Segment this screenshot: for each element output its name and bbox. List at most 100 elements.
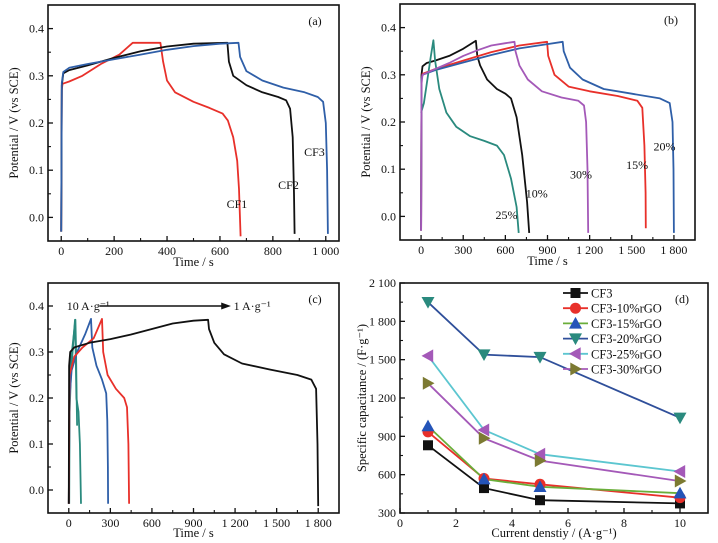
y-axis-title: Potential / V (vs SCE) bbox=[7, 67, 21, 178]
series-label: CF3 bbox=[304, 145, 325, 159]
marker-triangle-left bbox=[569, 347, 581, 361]
marker-triangle-up bbox=[477, 472, 491, 485]
marker-square bbox=[423, 440, 433, 451]
marker-square bbox=[675, 498, 685, 509]
x-axis-title: Time / s bbox=[527, 254, 568, 268]
series-line-20- bbox=[420, 40, 675, 233]
x-tick-label: 800 bbox=[264, 244, 282, 258]
series-label: CF1 bbox=[227, 197, 248, 211]
series-line-1-a-g- bbox=[67, 318, 320, 507]
panel-label: (d) bbox=[675, 292, 689, 306]
legend-entry-label: CF3-30%rGO bbox=[591, 363, 662, 377]
marker-square bbox=[570, 288, 581, 298]
x-tick-label: 10 bbox=[674, 516, 686, 530]
marker-triangle-up bbox=[421, 419, 435, 432]
x-axis-title: Current denstiy / (A·g⁻¹) bbox=[491, 526, 616, 540]
marker-triangle-right bbox=[478, 431, 491, 445]
x-tick-label: 6 bbox=[565, 516, 571, 530]
x-tick-label: 900 bbox=[185, 516, 203, 530]
series-line-10- bbox=[420, 39, 531, 233]
series-line-15- bbox=[420, 40, 647, 231]
plot-frame bbox=[47, 4, 340, 242]
x-tick-label: 1 200 bbox=[576, 243, 603, 257]
x-tick-label: 1 500 bbox=[618, 243, 645, 257]
marker-triangle-down bbox=[421, 296, 435, 309]
x-tick-label: 1 500 bbox=[263, 516, 290, 530]
y-tick-label: 0.1 bbox=[29, 163, 44, 177]
x-tick-label: 600 bbox=[211, 244, 229, 258]
y-tick-label: 1 800 bbox=[369, 314, 396, 328]
marker-triangle-right bbox=[570, 362, 582, 376]
x-tick-label: 1 200 bbox=[222, 516, 249, 530]
y-tick-label: 0.3 bbox=[381, 68, 396, 82]
marker-triangle-left bbox=[673, 464, 686, 478]
series-line-cf3-15-rgo bbox=[427, 425, 681, 495]
plot-area-c: 10 A·g⁻¹ 1 A·g⁻¹ bbox=[67, 299, 320, 507]
panel-label: (a) bbox=[308, 14, 321, 28]
x-tick-label: 0 bbox=[418, 243, 424, 257]
x-tick-label: 0 bbox=[66, 516, 72, 530]
marker-circle bbox=[570, 302, 581, 314]
y-tick-label: 600 bbox=[378, 468, 396, 482]
series-line-cf1 bbox=[60, 41, 242, 237]
y-tick-label: 0.4 bbox=[29, 299, 44, 313]
legend-entry-label: CF3-25%rGO bbox=[591, 347, 662, 361]
marker-square bbox=[479, 483, 489, 494]
x-tick-label: 0 bbox=[397, 516, 403, 530]
x-tick-label: 600 bbox=[143, 516, 161, 530]
annotation-from-label: 10 A·g⁻¹ bbox=[67, 299, 110, 313]
legend-entry-label: CF3-10%rGO bbox=[591, 302, 662, 316]
x-tick-label: 1 000 bbox=[312, 244, 339, 258]
y-tick-label: 1 500 bbox=[369, 353, 396, 367]
y-tick-label: 1 200 bbox=[369, 391, 396, 405]
y-tick-label: 0.2 bbox=[381, 115, 396, 129]
series-line-cf3 bbox=[60, 41, 329, 234]
plot-area-b: 10% 15% 20% 25% 30% bbox=[420, 39, 676, 233]
series-line-25- bbox=[420, 39, 520, 233]
series-line-cf3-20-rgo bbox=[427, 301, 681, 419]
legend-entry-label: CF3 bbox=[591, 287, 613, 301]
y-tick-label: 0.3 bbox=[29, 69, 44, 83]
y-tick-label: 0.1 bbox=[381, 162, 396, 176]
y-tick-label: 0.0 bbox=[381, 209, 396, 223]
marker-triangle-down bbox=[477, 349, 491, 362]
y-tick-label: 900 bbox=[378, 429, 396, 443]
x-tick-label: 0 bbox=[58, 244, 64, 258]
legend: CF3CF3-10%rGOCF3-15%rGOCF3-20%rGOCF3-25%… bbox=[563, 287, 662, 377]
series-line-cf3-25-rgo bbox=[427, 355, 681, 473]
marker-triangle-up bbox=[569, 316, 582, 329]
series-label: 15% bbox=[626, 158, 648, 172]
marker-triangle-right bbox=[534, 454, 547, 468]
series-line-3-a-g- bbox=[67, 318, 130, 504]
marker-triangle-down bbox=[673, 412, 687, 425]
y-tick-label: 0.0 bbox=[29, 483, 44, 497]
marker-square bbox=[535, 495, 545, 506]
annotation-to-label: 1 A·g⁻¹ bbox=[234, 299, 271, 313]
series-line-30- bbox=[420, 40, 590, 233]
series-label: 30% bbox=[570, 168, 592, 182]
y-tick-label: 2 100 bbox=[369, 276, 396, 290]
x-tick-label: 1 800 bbox=[660, 243, 687, 257]
y-tick-label: 0.2 bbox=[29, 391, 44, 405]
panel-c: 10 A·g⁻¹ 1 A·g⁻¹ 0 300 600 900 1 200 1 500 1 800… bbox=[7, 282, 340, 540]
panel-d: CF3CF3-10%rGOCF3-15%rGOCF3-20%rGOCF3-25%… bbox=[355, 276, 709, 540]
y-tick-label: 0.4 bbox=[381, 21, 396, 35]
plot-area-a: CF1 CF2 CF3 bbox=[60, 41, 329, 237]
y-tick-label: 0.1 bbox=[29, 437, 44, 451]
series-label: 10% bbox=[526, 187, 548, 201]
marker-triangle-right bbox=[422, 376, 435, 390]
marker-triangle-left bbox=[477, 423, 490, 437]
y-tick-label: 0.3 bbox=[29, 345, 44, 359]
panel-label: (b) bbox=[664, 13, 678, 27]
plot-frame bbox=[399, 3, 696, 241]
x-tick-label: 300 bbox=[454, 243, 472, 257]
annotation-arrowhead bbox=[221, 302, 231, 310]
legend-entry-label: CF3-15%rGO bbox=[591, 317, 662, 331]
x-tick-label: 4 bbox=[509, 516, 515, 530]
y-tick-label: 300 bbox=[378, 506, 396, 520]
marker-triangle-right bbox=[674, 474, 687, 488]
x-tick-label: 200 bbox=[105, 244, 123, 258]
x-tick-label: 400 bbox=[158, 244, 176, 258]
panel-label: (c) bbox=[308, 292, 321, 306]
